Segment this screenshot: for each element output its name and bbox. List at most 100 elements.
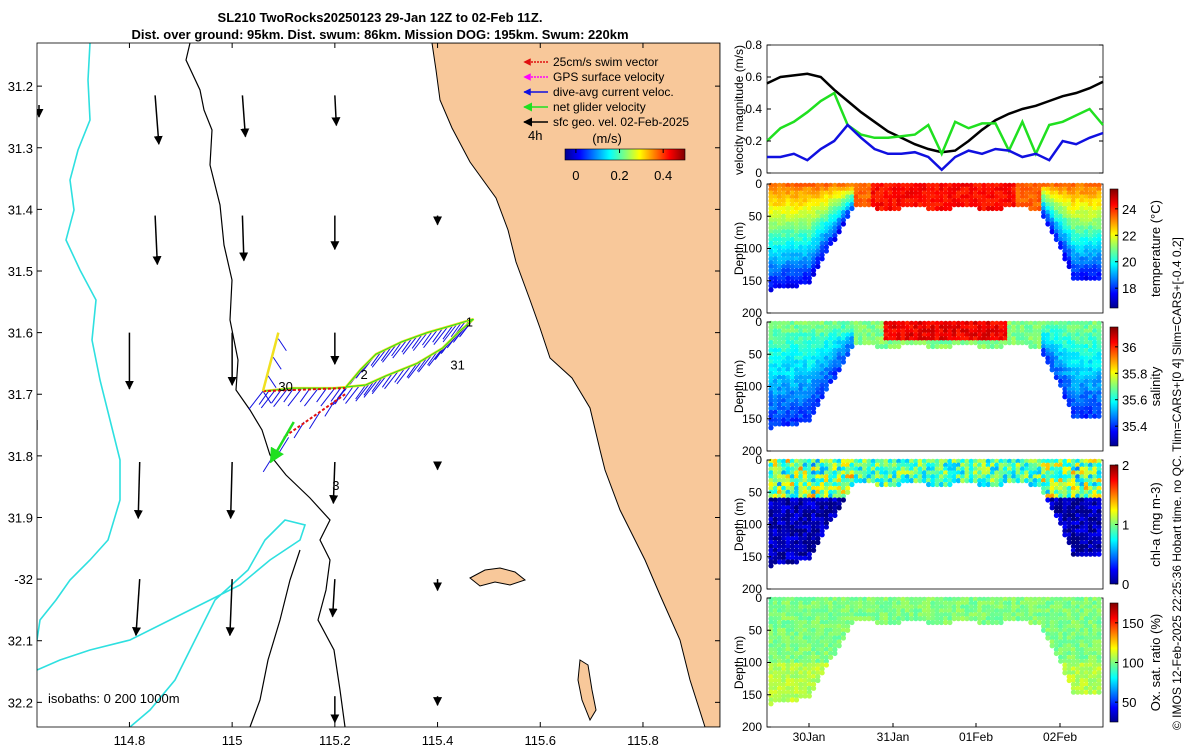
section-sample-dot (977, 182, 983, 188)
section-sample-dot (781, 182, 787, 188)
section-sample-dot (815, 336, 821, 342)
section-sample-dot (806, 378, 812, 384)
section-sample-dot (823, 635, 829, 641)
section-sample-dot (896, 481, 902, 488)
section-sample-dot (1079, 405, 1085, 412)
section-sample-dot (802, 689, 808, 695)
section-sample-dot (845, 600, 851, 606)
section-sample-dot (793, 654, 800, 660)
section-sample-dot (1092, 225, 1098, 231)
section-sample-dot (776, 650, 783, 657)
section-sample-dot (1096, 509, 1102, 515)
section-sample-dot (781, 697, 787, 703)
section-sample-dot (896, 332, 902, 338)
section-sample-dot (793, 666, 800, 672)
section-sample-dot (785, 466, 791, 472)
section-sample-dot (934, 612, 940, 618)
section-sample-dot (815, 596, 821, 602)
section-sample-dot (1092, 378, 1098, 384)
section-sample-dot (789, 462, 795, 468)
section-sample-dot (1023, 474, 1030, 480)
section-sample-dot (1041, 489, 1047, 495)
section-sample-dot (985, 619, 991, 626)
section-sample-dot (832, 324, 838, 330)
section-sample-dot (926, 619, 932, 626)
section-sample-dot (964, 462, 970, 468)
section-sample-dot (938, 324, 944, 330)
section-sample-dot (849, 336, 855, 342)
section-sample-dot (798, 328, 804, 334)
section-sample-dot (772, 643, 778, 649)
section-sample-dot (891, 608, 898, 614)
section-sample-dot (785, 283, 791, 289)
section-sample-dot (883, 481, 889, 488)
section-sample-dot (1002, 324, 1008, 330)
section-sample-dot (810, 627, 817, 633)
section-sample-dot (781, 260, 787, 266)
section-sample-dot (806, 182, 812, 188)
section-sample-dot (785, 390, 791, 396)
section-sample-dot (955, 478, 962, 484)
section-sample-dot (823, 481, 829, 488)
depth-axis-label: Depth (m) (732, 222, 746, 275)
section-sample-dot (981, 198, 987, 204)
section-sample-dot (1070, 489, 1077, 495)
section-sample-dot (768, 470, 774, 476)
section-sample-dot (1032, 328, 1038, 334)
section-sample-dot (879, 332, 885, 338)
section-sample-dot (806, 650, 812, 657)
section-sample-dot (815, 248, 821, 254)
section-sample-dot (1070, 374, 1077, 381)
section-sample-dot (1087, 378, 1094, 384)
section-sample-dot (1079, 524, 1085, 530)
section-sample-dot (806, 229, 812, 235)
section-sample-dot (874, 608, 881, 614)
section-sample-dot (1066, 367, 1072, 373)
section-sample-dot (793, 267, 800, 274)
section-sample-dot (1041, 190, 1047, 196)
section-sample-dot (1087, 182, 1094, 188)
section-sample-dot (955, 596, 962, 602)
section-sample-dot (768, 263, 774, 270)
section-sample-dot (1045, 336, 1051, 342)
section-sample-dot (947, 462, 953, 468)
section-sample-dot (789, 359, 795, 365)
section-sample-dot (823, 512, 829, 519)
section-sample-dot (776, 363, 783, 369)
section-sample-dot (930, 470, 936, 476)
section-sample-dot (845, 320, 851, 326)
section-sample-dot (921, 470, 927, 476)
section-sample-dot (815, 478, 821, 484)
section-sample-dot (1079, 256, 1085, 262)
section-sample-dot (772, 252, 778, 258)
section-sample-dot (926, 324, 932, 330)
section-sample-dot (1070, 202, 1077, 208)
section-sample-dot (836, 639, 842, 645)
section-sample-dot (845, 604, 851, 610)
section-sample-dot (849, 470, 855, 476)
section-sample-dot (781, 600, 787, 606)
section-sample-dot (985, 612, 991, 618)
section-sample-dot (1049, 186, 1055, 192)
section-sample-dot (1053, 466, 1060, 472)
section-sample-dot (1066, 489, 1072, 495)
section-sample-dot (772, 217, 778, 223)
section-sample-dot (1053, 328, 1060, 334)
section-sample-dot (793, 421, 800, 427)
section-sample-dot (798, 213, 804, 219)
section-sample-dot (896, 190, 902, 196)
section-sample-dot (1083, 198, 1089, 204)
section-sample-dot (1079, 324, 1085, 330)
section-sample-dot (1058, 520, 1064, 526)
section-sample-dot (781, 263, 787, 270)
section-sample-dot (1049, 229, 1055, 235)
section-sample-dot (798, 233, 804, 239)
section-sample-dot (802, 271, 808, 277)
section-sample-dot (768, 421, 774, 427)
section-sample-dot (985, 478, 991, 484)
section-sample-dot (840, 343, 847, 350)
section-sample-dot (1079, 401, 1085, 408)
section-sample-dot (785, 697, 791, 703)
section-sample-dot (823, 382, 829, 388)
